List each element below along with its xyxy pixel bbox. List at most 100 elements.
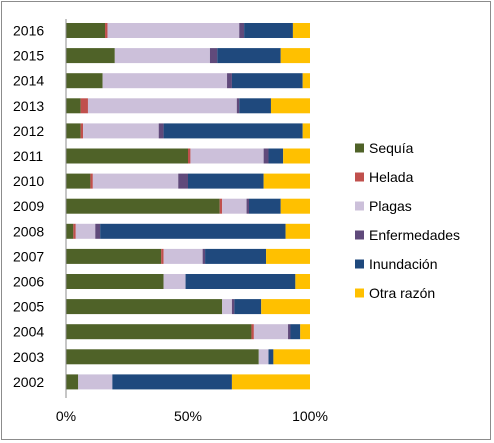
bar-2006-series-5 — [295, 274, 310, 289]
bar-2013-series-0 — [66, 98, 81, 114]
bar-2016-series-2 — [107, 23, 240, 38]
bar-2015-series-3 — [209, 48, 218, 64]
bar-2007-series-5 — [266, 248, 310, 264]
bar-2009-series-2 — [222, 198, 247, 214]
y-tick-label: 2008 — [13, 223, 44, 239]
y-tick-label: 2015 — [13, 48, 44, 64]
bar-2014-series-0 — [66, 73, 103, 89]
bar-2003-series-0 — [66, 349, 259, 365]
y-tick-label: 2010 — [13, 173, 44, 189]
y-tick-label: 2003 — [13, 349, 44, 365]
bar-2013-series-3 — [236, 98, 240, 114]
bars-layer — [66, 23, 310, 390]
bar-2011-series-2 — [190, 148, 264, 164]
bar-2008-series-0 — [66, 223, 74, 239]
x-tick-label: 0% — [56, 408, 76, 424]
legend-label: Inundación — [369, 256, 438, 272]
bar-2007-series-2 — [163, 248, 203, 264]
bar-2004-series-1 — [251, 324, 254, 340]
bar-2011-series-5 — [283, 148, 310, 164]
bar-2008-series-4 — [100, 223, 286, 239]
y-tick-label: 2007 — [13, 248, 44, 264]
y-tick-label: 2012 — [13, 123, 44, 139]
bar-2003-series-4 — [268, 349, 274, 365]
bar-2006-series-2 — [163, 274, 186, 289]
bar-2013-series-5 — [270, 98, 310, 114]
bar-2011-series-0 — [66, 148, 188, 164]
bar-2002-series-4 — [112, 374, 232, 390]
y-tick-label: 2006 — [13, 274, 44, 290]
x-tick-label: 50% — [174, 408, 202, 424]
bar-2011-series-1 — [188, 148, 191, 164]
legend-label: Sequía — [369, 140, 414, 156]
bar-2007-series-1 — [161, 248, 164, 264]
bar-2002-series-5 — [231, 374, 310, 390]
bar-2012-series-0 — [66, 123, 81, 139]
y-tick-label: 2011 — [13, 148, 43, 164]
bar-2005-series-2 — [222, 299, 232, 315]
bar-2006-series-0 — [66, 274, 164, 289]
legend-label: Enfermedades — [369, 227, 460, 243]
legend-label: Otra razón — [369, 285, 435, 301]
bar-2009-series-1 — [219, 198, 223, 214]
legend-swatch — [355, 143, 364, 153]
bar-2012-series-1 — [80, 123, 84, 139]
bar-2012-series-3 — [158, 123, 164, 139]
bar-2007-series-4 — [205, 248, 267, 264]
bar-2008-series-3 — [95, 223, 101, 239]
bar-2009-series-4 — [249, 198, 281, 214]
bar-2014-series-5 — [302, 73, 310, 89]
bar-2003-series-2 — [258, 349, 269, 365]
bar-2012-series-5 — [302, 123, 310, 139]
bar-2007-series-3 — [202, 248, 206, 264]
bar-2008-series-1 — [73, 223, 76, 239]
bar-2014-series-3 — [227, 73, 232, 89]
legend-label: Plagas — [369, 198, 412, 214]
bar-2007-series-0 — [66, 248, 162, 264]
bar-2015-series-2 — [114, 48, 210, 64]
legend-swatch — [355, 172, 364, 182]
axes-layer: 2016 2015 2014 2013 2012 2011 2010 2009 2008 2007… — [13, 19, 328, 424]
bar-2016-series-1 — [105, 23, 108, 38]
legend-swatch — [355, 288, 364, 298]
bar-2012-series-4 — [163, 123, 303, 139]
y-tick-label: 2002 — [13, 374, 44, 390]
bar-2004-series-4 — [290, 324, 301, 340]
bar-2010-series-4 — [188, 173, 264, 189]
bar-2016-series-5 — [292, 23, 310, 38]
bar-2004-series-0 — [66, 324, 252, 340]
bar-2010-series-0 — [66, 173, 91, 189]
bar-2015-series-5 — [280, 48, 310, 64]
bar-2016-series-0 — [66, 23, 106, 38]
bar-2011-series-3 — [263, 148, 269, 164]
bar-2012-series-2 — [83, 123, 159, 139]
bar-2002-series-2 — [78, 374, 113, 390]
bar-2002-series-0 — [66, 374, 79, 390]
bar-2013-series-4 — [239, 98, 271, 114]
bar-2003-series-5 — [273, 349, 310, 365]
bar-2016-series-3 — [239, 23, 245, 38]
y-tick-label: 2004 — [13, 324, 44, 340]
bar-2004-series-3 — [288, 324, 291, 340]
bar-2005-series-5 — [261, 299, 310, 315]
bar-2005-series-4 — [234, 299, 262, 315]
legend-swatch — [355, 230, 364, 240]
bar-2009-series-3 — [246, 198, 249, 214]
bar-2010-series-5 — [263, 173, 310, 189]
bar-2014-series-4 — [231, 73, 303, 89]
bar-2010-series-2 — [92, 173, 179, 189]
bar-2004-series-5 — [300, 324, 310, 340]
bar-2008-series-5 — [285, 223, 310, 239]
legend-swatch — [355, 259, 364, 269]
y-tick-label: 2009 — [13, 198, 44, 214]
bar-2004-series-2 — [253, 324, 289, 340]
bar-2015-series-4 — [217, 48, 281, 64]
bar-2006-series-4 — [185, 274, 296, 289]
bar-2005-series-3 — [231, 299, 235, 315]
legend-swatch — [355, 201, 364, 211]
bar-2005-series-0 — [66, 299, 223, 315]
bar-2011-series-4 — [268, 148, 284, 164]
y-tick-label: 2016 — [13, 23, 44, 39]
bar-2014-series-2 — [102, 73, 228, 89]
